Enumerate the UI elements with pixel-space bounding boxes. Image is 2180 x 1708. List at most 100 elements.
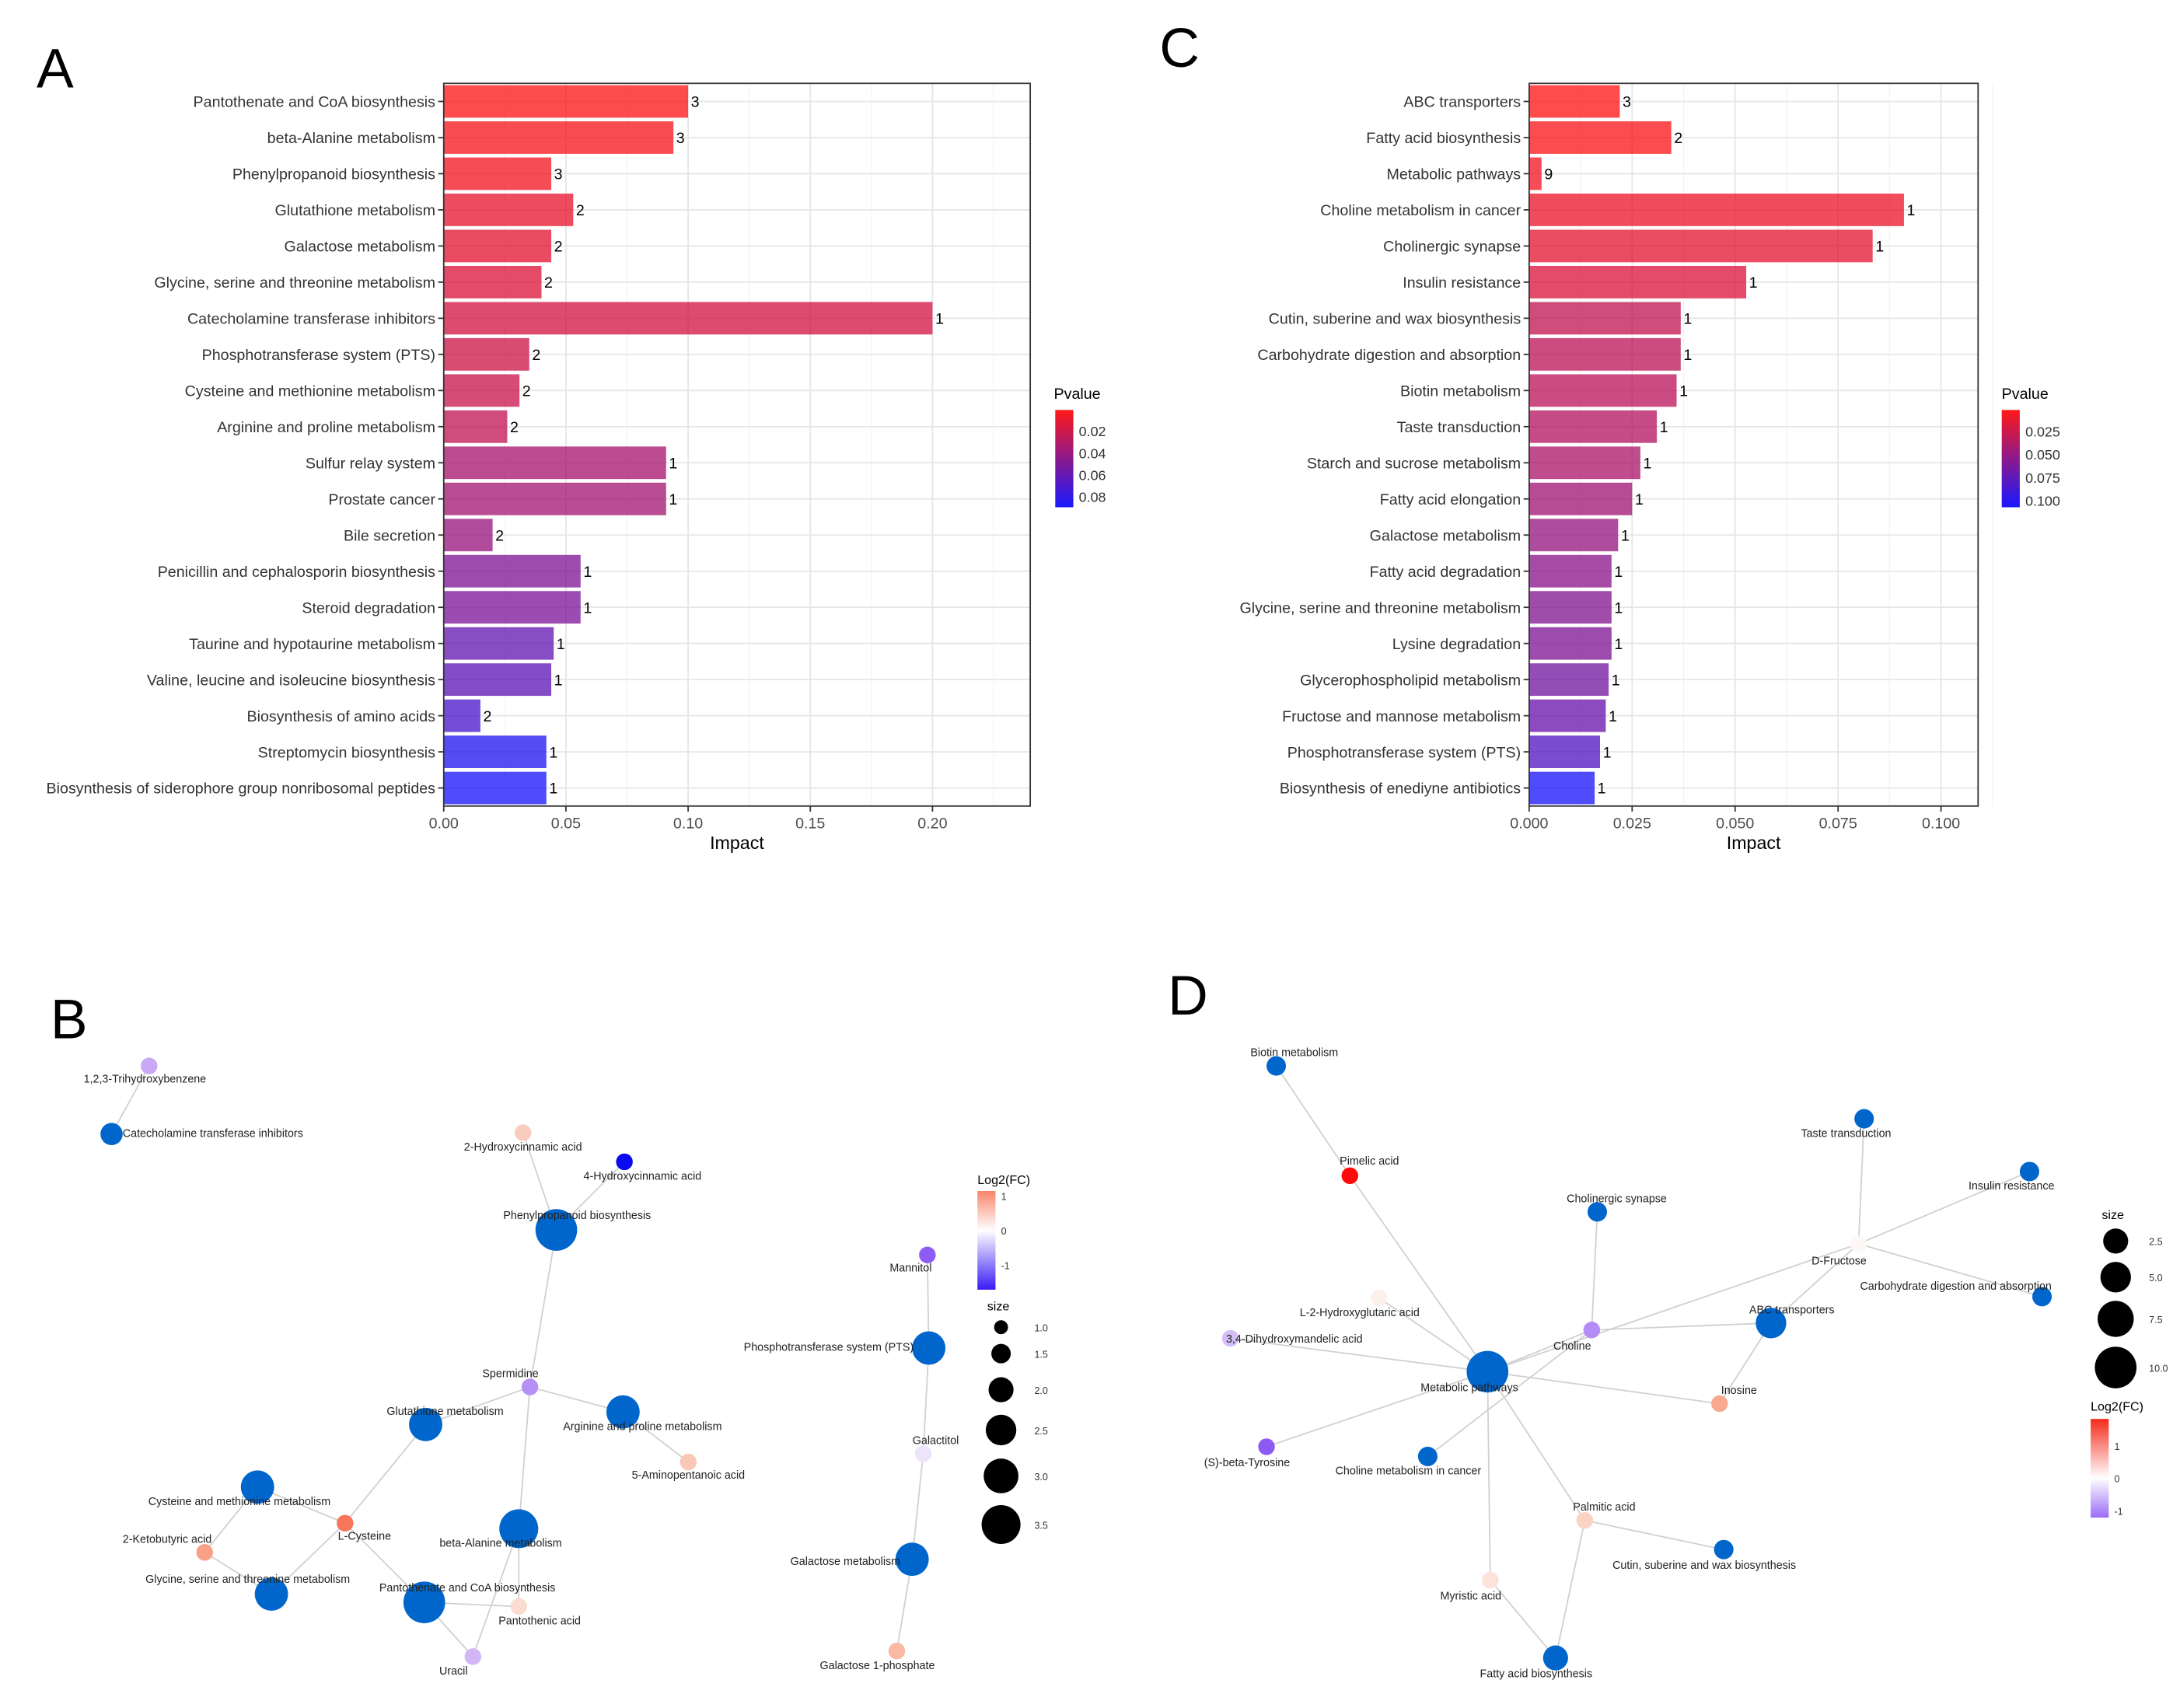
network-edge	[1554, 1520, 1586, 1658]
legend-size-label: 2.5	[1034, 1426, 1047, 1437]
bar-count-label: 1	[554, 672, 563, 689]
y-tick-label: ABC transporters	[1403, 94, 1521, 111]
legend-size-circle	[991, 1343, 1011, 1364]
legend-tick-label: 0.02	[1079, 424, 1106, 439]
bar-count-label: 1	[1621, 527, 1630, 544]
network-edge	[1591, 1211, 1598, 1330]
bar-count-label: 1	[1875, 239, 1884, 256]
x-tick-label: 0.100	[1922, 815, 1960, 832]
bar	[443, 663, 552, 697]
legend-size-circle	[2094, 1346, 2137, 1388]
y-tick-label: Valine, leucine and isoleucine biosynthe…	[147, 672, 435, 689]
network-node	[895, 1542, 929, 1577]
y-tick-label: Fatty acid biosynthesis	[1366, 130, 1521, 147]
network-node	[1482, 1571, 1499, 1589]
network-node	[2019, 1161, 2039, 1182]
y-tick-label: Carbohydrate digestion and absorption	[1257, 347, 1521, 364]
x-tick-label: 0.20	[917, 815, 947, 832]
bar-count-label: 2	[576, 202, 585, 219]
legend-size-label: 1.0	[1034, 1323, 1047, 1334]
panel-label-b: B	[51, 988, 88, 1050]
legend-title: Pvalue	[1054, 386, 1101, 403]
legend-tick-label: 1	[1001, 1192, 1007, 1203]
network-node-label: 2-Ketobutyric acid	[123, 1533, 211, 1546]
network-node-label: ABC transporters	[1749, 1304, 1835, 1316]
network-node-label: Metabolic pathways	[1420, 1381, 1518, 1394]
network-node	[1714, 1539, 1734, 1560]
network-edge	[1858, 1171, 2030, 1245]
bar-chart-c: 0.000 0.025 0.050 0.075 0.100 3 ABC transporte…	[1240, 82, 2060, 853]
network-b: 1,2,3-Trihydroxybenzene Catecholamine tra…	[84, 1057, 1048, 1678]
network-node-label: beta-Alanine metabolism	[439, 1538, 561, 1550]
x-tick-label: 0.075	[1819, 815, 1857, 832]
bar	[1528, 410, 1658, 443]
network-node	[510, 1598, 528, 1615]
bar-count-label: 1	[1614, 564, 1623, 581]
bar	[1528, 519, 1619, 552]
bar-count-label: 2	[522, 382, 531, 400]
network-node-label: Cholinergic synapse	[1567, 1193, 1667, 1205]
network-node-label: 4-Hydroxycinnamic acid	[583, 1171, 701, 1183]
network-node-label: Pimelic acid	[1340, 1155, 1399, 1168]
network-node	[606, 1395, 640, 1429]
network-node-label: Glycine, serine and threonine metabolism	[145, 1574, 350, 1586]
legend-tick-label: 0.100	[2025, 494, 2060, 509]
bar-count-label: 2	[483, 708, 491, 725]
network-node	[514, 1124, 532, 1141]
bar-count-label: 1	[1598, 781, 1606, 798]
network-node-label: Choline	[1553, 1340, 1591, 1353]
bar	[443, 302, 933, 335]
y-tick-label: Fatty acid degradation	[1370, 564, 1521, 581]
network-node-label: Mannitol	[889, 1263, 931, 1275]
network-node	[141, 1057, 158, 1074]
plot-border	[442, 82, 1032, 807]
network-node	[1587, 1202, 1607, 1222]
network-edge	[518, 1386, 531, 1529]
legend-size-circle	[2098, 1301, 2134, 1337]
network-edge	[1427, 1329, 1592, 1458]
network-edge	[911, 1453, 924, 1560]
network-node	[1583, 1322, 1601, 1339]
y-tick-label: Bile secretion	[344, 527, 435, 544]
bar	[1528, 337, 1681, 371]
plot-background	[1528, 83, 1979, 806]
bar-count-label: 1	[1614, 636, 1623, 653]
network-node-label: Fatty acid biosynthesis	[1480, 1668, 1593, 1681]
network-node	[1417, 1446, 1438, 1466]
y-tick-label: Fructose and mannose metabolism	[1282, 708, 1521, 725]
network-node	[1221, 1329, 1239, 1347]
y-tick-label: beta-Alanine metabolism	[267, 130, 435, 147]
y-tick-label: Insulin resistance	[1403, 274, 1521, 292]
bar	[443, 85, 689, 118]
network-edge	[425, 1386, 530, 1426]
legend-size-label: 3.0	[1034, 1472, 1047, 1483]
network-node-label: 3,4-Dihydroxymandelic acid	[1226, 1333, 1363, 1346]
bar-count-label: 9	[1544, 166, 1553, 183]
bar	[1528, 157, 1542, 190]
bar	[1528, 229, 1873, 263]
network-node	[521, 1378, 539, 1395]
network-node	[888, 1642, 906, 1660]
bar-count-label: 1	[1635, 491, 1644, 508]
bar	[443, 446, 666, 480]
bar-count-label: 3	[676, 130, 685, 147]
y-tick-label: Starch and sucrose metabolism	[1307, 455, 1521, 472]
network-node	[464, 1648, 482, 1665]
y-tick-label: Prostate cancer	[328, 491, 435, 508]
y-tick-label: Taurine and hypotaurine metabolism	[189, 636, 435, 653]
network-node	[1266, 1056, 1287, 1076]
legend-tick-label: -1	[2114, 1507, 2122, 1518]
plot-border	[1528, 82, 1979, 807]
y-tick-label: Glycerophospholipid metabolism	[1300, 672, 1521, 689]
bar-count-label: 1	[1660, 419, 1668, 436]
legend-size-circle	[2100, 1262, 2131, 1293]
legend-size-label: 2.0	[1034, 1385, 1047, 1396]
bar-count-label: 1	[1683, 347, 1692, 364]
network-node	[919, 1246, 936, 1263]
network-edge	[271, 1522, 346, 1595]
x-tick-label: 0.000	[1510, 815, 1548, 832]
network-node	[337, 1514, 354, 1532]
network-node	[1371, 1289, 1388, 1307]
network-node-label: Cutin, suberine and wax biosynthesis	[1612, 1560, 1796, 1572]
y-tick-label: Biosynthesis of siderophore group nonrib…	[47, 781, 436, 798]
